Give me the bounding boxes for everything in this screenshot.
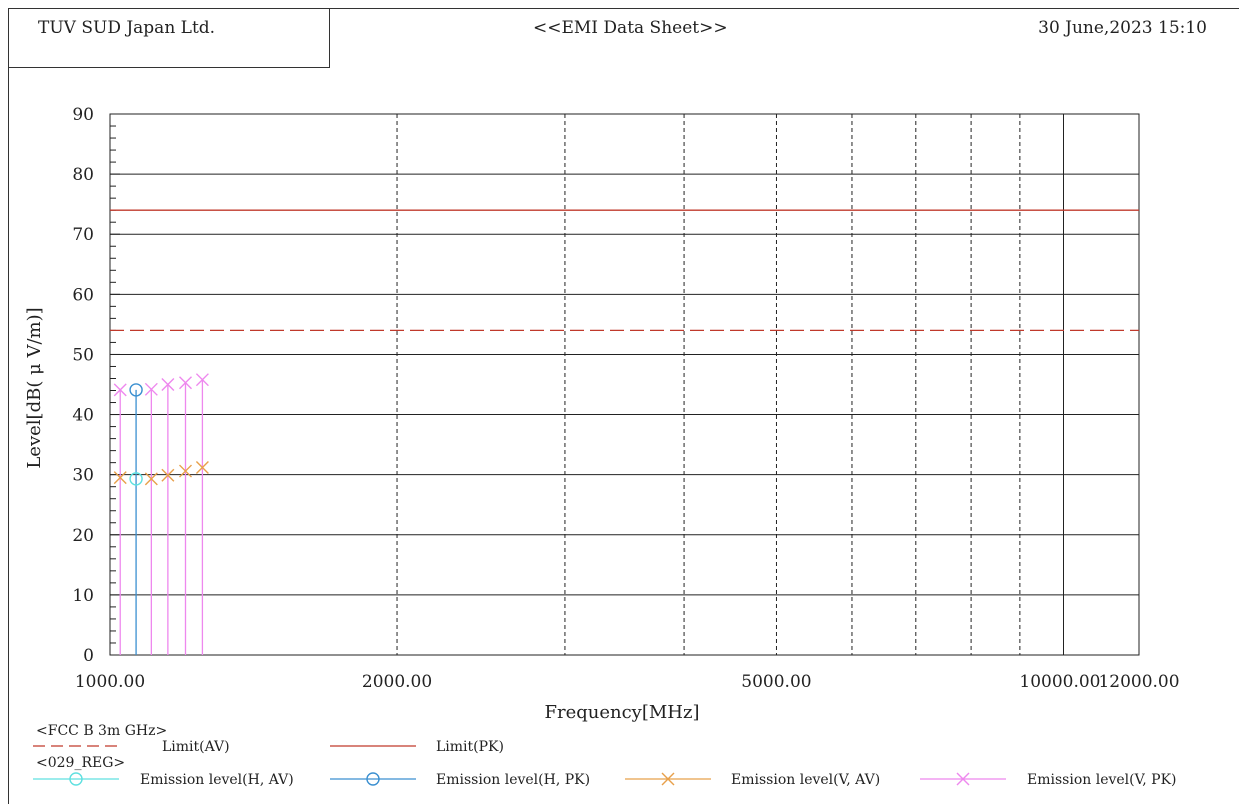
legend-marker (661, 772, 675, 786)
x-axis-label: Frequency[MHz] (544, 702, 699, 723)
data-point (195, 460, 209, 474)
x-tick-label: 10000.00 (1019, 672, 1100, 692)
data-point (144, 382, 158, 396)
legend-group-label: <FCC B 3m GHz> (36, 723, 167, 739)
data-point (113, 383, 127, 397)
x-tick-label: 1000.00 (75, 672, 145, 692)
y-axis-label: Level[dB( μ V/m)] (24, 307, 45, 468)
date-time: 30 June,2023 15:10 (1038, 18, 1207, 38)
company-box (8, 8, 330, 68)
legend-group-label: <029_REG> (36, 755, 125, 771)
x-tick-label: 5000.00 (741, 672, 811, 692)
y-tick-label: 30 (72, 466, 94, 486)
y-tick-label: 90 (72, 105, 94, 125)
data-point (129, 472, 143, 486)
y-tick-label: 20 (72, 526, 94, 546)
legend-label: Limit(AV) (162, 739, 230, 755)
data-point (179, 464, 192, 478)
data-point (129, 383, 143, 397)
y-tick-label: 40 (72, 406, 94, 426)
data-point (113, 471, 127, 485)
legend-marker (69, 772, 83, 786)
y-tick-label: 0 (83, 646, 94, 666)
data-point (161, 468, 175, 482)
data-point (161, 378, 175, 391)
data-point (195, 373, 209, 387)
data-sheet-frame (8, 8, 1239, 804)
y-tick-label: 50 (72, 345, 94, 365)
sheet-title: <<EMI Data Sheet>> (533, 18, 728, 38)
y-tick-label: 70 (72, 225, 94, 245)
data-point (179, 376, 192, 390)
y-tick-label: 80 (72, 165, 94, 185)
legend-label: Emission level(H, PK) (436, 772, 590, 788)
legend-label: Emission level(V, PK) (1027, 772, 1177, 788)
legend-marker (956, 772, 970, 786)
legend-label: Emission level(V, AV) (731, 772, 880, 788)
legend-marker (366, 772, 380, 786)
x-tick-label: 12000.00 (1098, 672, 1179, 692)
legend-label: Emission level(H, AV) (140, 772, 294, 788)
y-tick-label: 10 (72, 586, 94, 606)
plot-area (109, 113, 1140, 656)
company-name: TUV SUD Japan Ltd. (38, 18, 216, 38)
y-tick-label: 60 (72, 285, 94, 305)
x-tick-label: 2000.00 (362, 672, 432, 692)
data-point (144, 472, 158, 486)
legend-label: Limit(PK) (436, 739, 504, 755)
